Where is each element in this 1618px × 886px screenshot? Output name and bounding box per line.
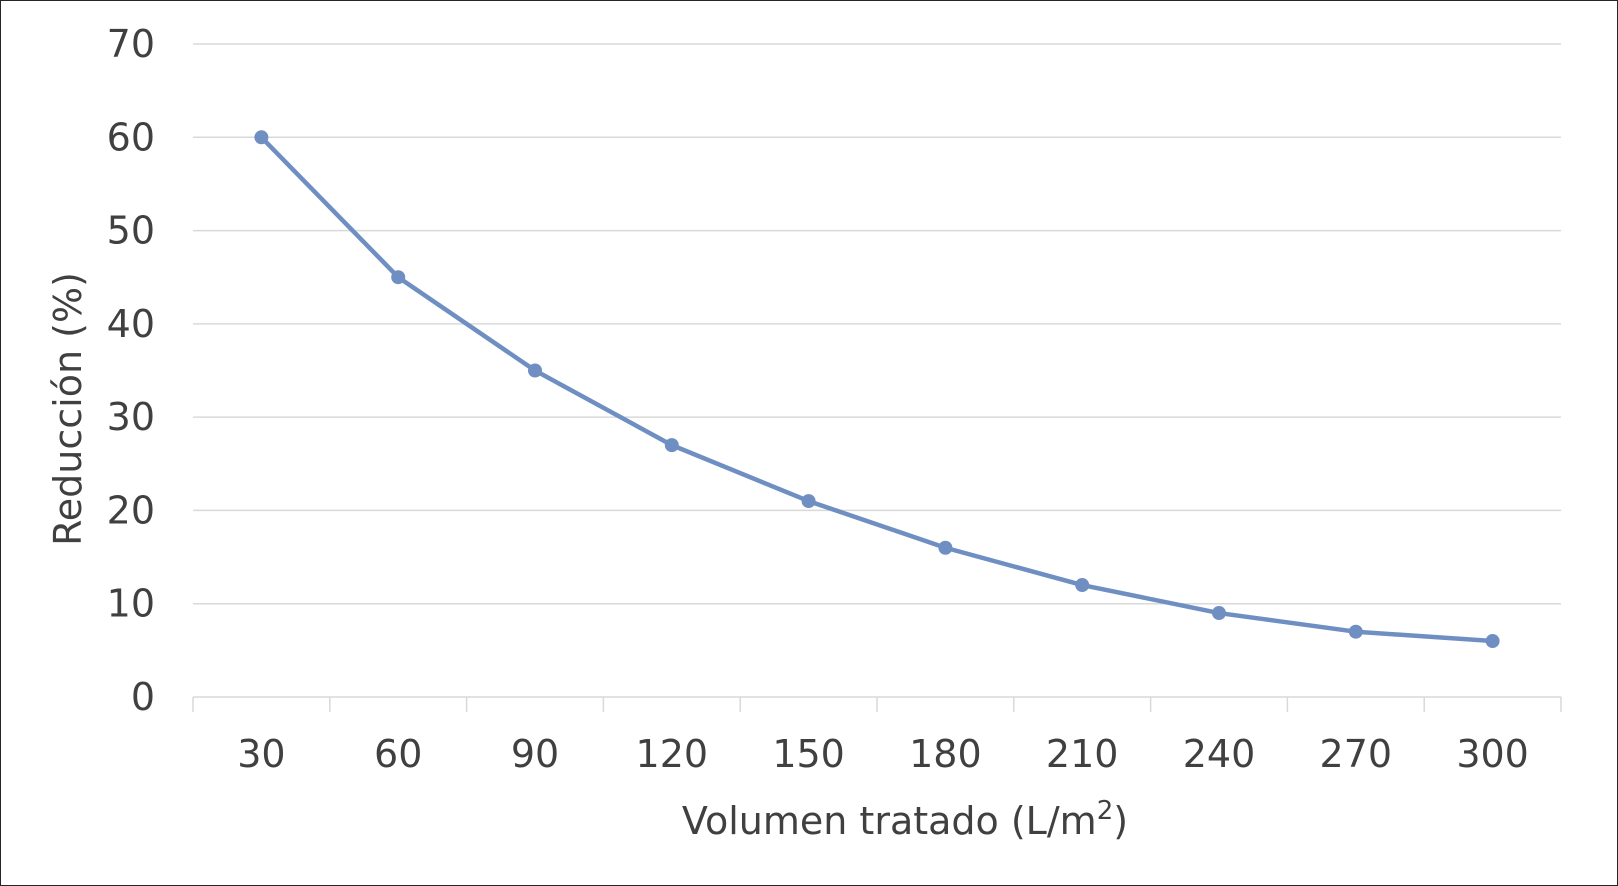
y-tick-label-60: 60 [107, 115, 155, 159]
data-point-120 [664, 438, 679, 453]
data-point-240 [1212, 606, 1226, 621]
y-tick-label-10: 10 [107, 582, 155, 626]
data-point-180 [938, 540, 953, 555]
x-axis-title-main: Volumen tratado (L/m [682, 799, 1097, 843]
y-tick-label-0: 0 [131, 675, 155, 719]
data-point-270 [1348, 624, 1363, 639]
y-tick-label-50: 50 [107, 209, 155, 253]
y-tick-label-30: 30 [107, 395, 155, 439]
data-point-300 [1485, 634, 1500, 649]
y-tick-label-70: 70 [107, 22, 155, 66]
x-tick-label-90: 90 [511, 732, 559, 776]
data-point-210 [1075, 578, 1090, 593]
data-point-30 [254, 130, 269, 145]
data-point-60 [391, 270, 406, 285]
x-tick-label-240: 240 [1183, 732, 1256, 776]
x-axis-title-superscript: 2 [1097, 796, 1114, 826]
x-axis [192, 696, 1562, 712]
data-point-150 [801, 494, 816, 509]
x-tick-label-180: 180 [909, 732, 982, 776]
series-line-path [259, 135, 1495, 644]
x-tick-label-60: 60 [374, 732, 422, 776]
x-tick-label-120: 120 [636, 732, 709, 776]
x-tick-label-210: 210 [1046, 732, 1119, 776]
x-tick-label-150: 150 [772, 732, 845, 776]
gridlines [193, 43, 1561, 605]
x-tick-label-30: 30 [237, 732, 285, 776]
x-tick-label-300: 300 [1456, 732, 1529, 776]
series-markers [254, 130, 1500, 649]
y-tick-label-20: 20 [107, 488, 155, 532]
x-axis-tick-labels: 30 60 90 120 150 180 210 240 270 300 [237, 732, 1529, 776]
y-tick-label-40: 40 [107, 302, 155, 346]
data-point-90 [528, 363, 542, 378]
x-tick-label-270: 270 [1320, 732, 1393, 776]
y-axis-title: Reducción (%) [46, 272, 90, 546]
series-line [259, 135, 1495, 644]
y-axis-tick-labels: 0 10 20 30 40 50 60 70 [107, 22, 155, 719]
x-axis-title: Volumen tratado (L/m2) [682, 796, 1128, 843]
x-axis-title-close: ) [1113, 799, 1128, 843]
